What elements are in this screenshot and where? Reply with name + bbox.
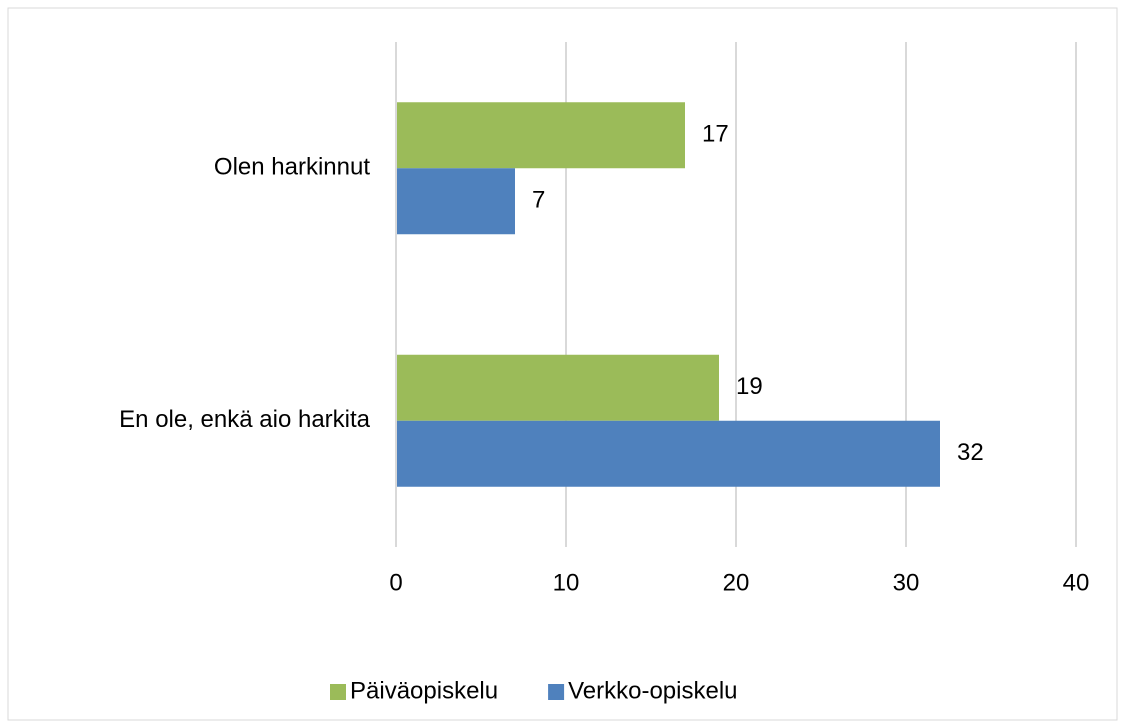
data-label: 32 [957,439,984,466]
data-label: 17 [702,121,729,148]
data-label: 19 [736,373,763,400]
legend-swatch [548,684,565,700]
x-tick-label: 10 [553,569,580,596]
bar [396,168,515,235]
category-label: Olen harkinnut [214,154,370,181]
x-tick-label: 30 [893,569,920,596]
category-label: En ole, enkä aio harkita [119,406,370,433]
bar [396,354,719,421]
bar [396,420,940,487]
legend-label: Verkko-opiskelu [568,677,737,704]
x-tick-label: 0 [389,569,402,596]
legend-swatch [330,684,346,700]
x-tick-label: 20 [723,569,750,596]
bar [396,102,685,169]
data-label: 7 [532,187,545,214]
legend-label: Päiväopiskelu [350,677,498,704]
x-tick-label: 40 [1063,569,1090,596]
